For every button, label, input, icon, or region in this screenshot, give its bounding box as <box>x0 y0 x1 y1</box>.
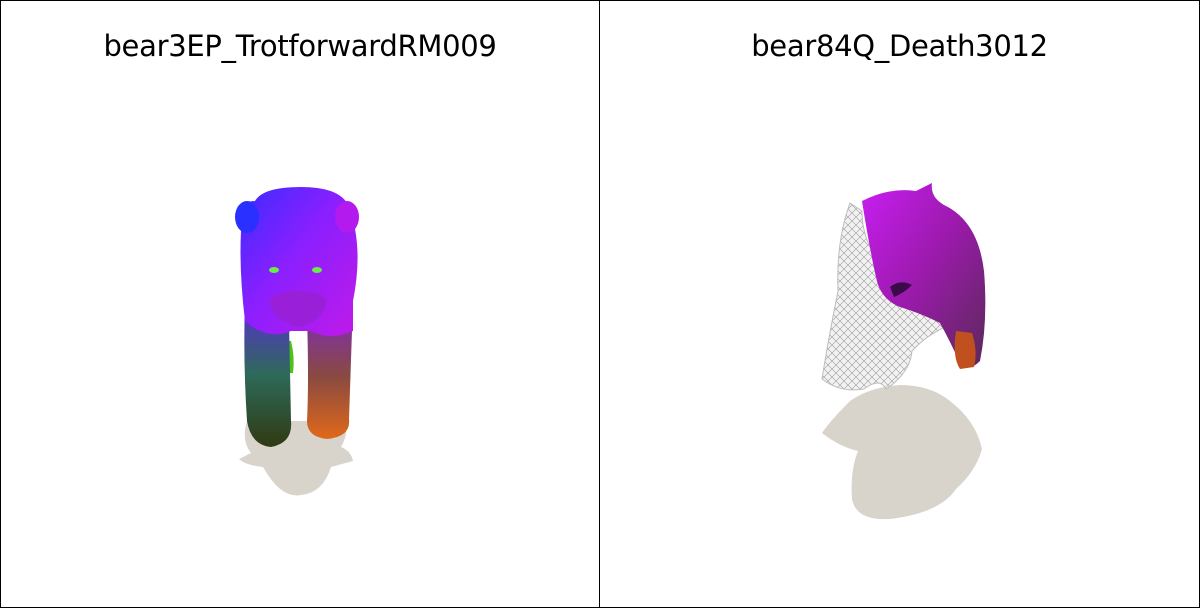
ear-right <box>335 201 359 233</box>
front-leg-left <box>244 301 292 447</box>
right-render-panel: bear84Q_Death3012 <box>599 0 1200 608</box>
bear-snout <box>269 291 327 327</box>
bear-leg-orange <box>954 331 976 369</box>
bear-death-render <box>821 183 986 520</box>
bear-body <box>238 187 358 336</box>
ground-shadow <box>822 385 982 520</box>
bear-mouth <box>890 282 912 297</box>
panel-title: bear3EP_TrotforwardRM009 <box>103 29 497 63</box>
bear-trot-render <box>235 187 359 496</box>
left-render-panel: bear3EP_TrotforwardRM009 <box>0 0 600 608</box>
ear-left <box>235 201 259 233</box>
eye-left <box>269 267 279 273</box>
panel-title: bear84Q_Death3012 <box>751 29 1048 63</box>
bear-body <box>862 183 986 368</box>
front-leg-right <box>307 301 353 439</box>
eye-right <box>312 267 322 273</box>
